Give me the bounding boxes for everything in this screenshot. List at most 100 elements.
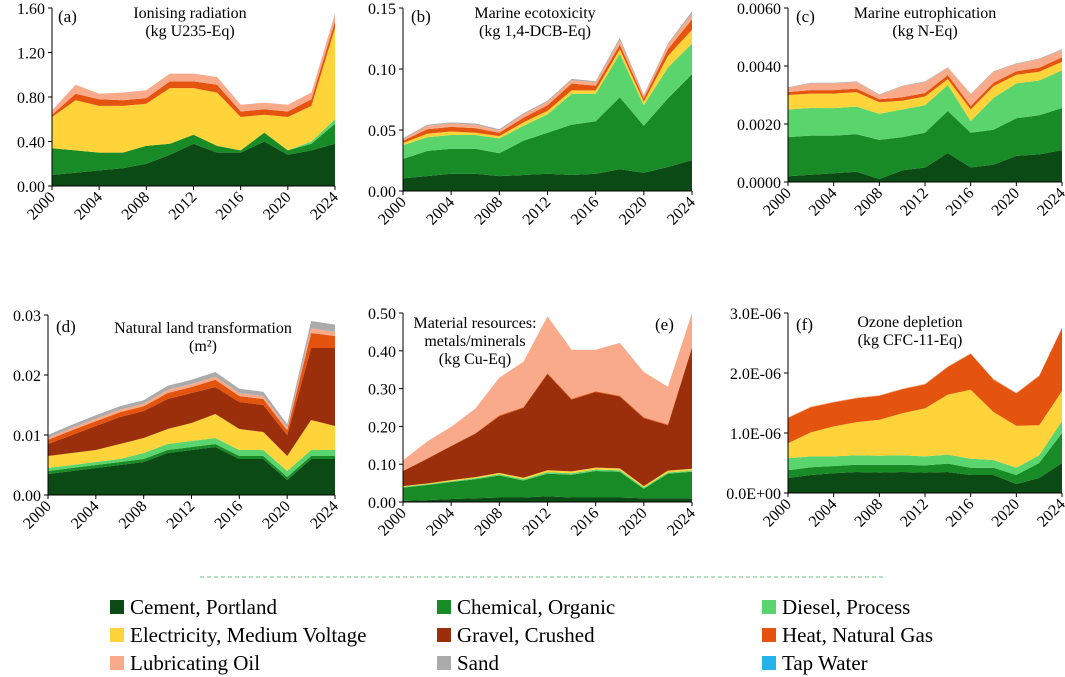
panel-title-f: Ozone depletion [857, 314, 962, 331]
area-e-electricity [403, 467, 692, 488]
x-tick-label-e: 2024 [664, 505, 699, 540]
legend-label-tap: Tap Water [782, 651, 868, 675]
legend-item-tap: Tap Water [762, 649, 868, 677]
y-tick-label-f: 1.0E-06 [730, 426, 781, 443]
y-tick-label-f: 3.0E-06 [730, 306, 781, 323]
legend-item-diesel: Diesel, Process [762, 593, 910, 621]
y-tick-label-d: 0.01 [13, 428, 41, 445]
x-tick-label-a: 2024 [307, 189, 342, 224]
legend-label-lube: Lubricating Oil [130, 651, 261, 675]
y-tick-label-d: 0.02 [13, 368, 41, 385]
area-f-chemical [788, 433, 1062, 484]
area-a-chemical [52, 123, 335, 175]
legend-swatch-tap [762, 656, 776, 670]
area-f-heat [788, 328, 1062, 444]
area-d-heat [48, 333, 335, 444]
y-tick-label-d: 0.03 [13, 308, 41, 325]
y-tick-label-b: 0.05 [368, 123, 396, 140]
legend-label-gravel: Gravel, Crushed [457, 623, 595, 647]
x-tick-label-c: 2004 [806, 185, 841, 220]
area-c-electricity [788, 61, 1062, 122]
panel-title-c: (kg N-Eq) [892, 23, 957, 40]
y-tick-label-b: 0.10 [368, 62, 396, 79]
x-tick-label-a: 2004 [71, 189, 106, 224]
area-b-heat [403, 19, 692, 143]
panel-title-d: (m²) [189, 338, 217, 355]
y-tick-label-c: 0.0040 [737, 59, 781, 76]
legend-swatch-sand [437, 656, 451, 670]
panel-title-f: (kg CFC-11-Eq) [858, 332, 963, 349]
area-b-cement [403, 160, 692, 191]
panel-title-b: Marine ecotoxicity [474, 5, 595, 22]
legend-swatch-gravel [437, 628, 451, 642]
y-tick-label-b: 0.15 [368, 1, 396, 18]
area-f-cement [788, 463, 1062, 493]
y-tick-label-e: 0.00 [368, 495, 396, 512]
legend-item-sand: Sand [437, 649, 499, 677]
y-tick-label-a: 0.40 [17, 135, 45, 152]
area-f-diesel [788, 421, 1062, 475]
area-a-cement [52, 141, 335, 186]
x-tick-label-a: 2008 [119, 189, 154, 224]
panel-title-e: Material resources: [413, 315, 536, 332]
x-tick-label-c: 2024 [1034, 185, 1065, 220]
panel-title-d: Natural land transformation [114, 320, 292, 337]
panel-title-e: (kg Cu-Eq) [439, 351, 511, 368]
legend-swatch-diesel [762, 600, 776, 614]
x-tick-label-b: 2004 [423, 194, 458, 229]
area-d-gravel [48, 348, 335, 456]
x-tick-label-b: 2008 [472, 194, 507, 229]
y-tick-label-e: 0.50 [368, 306, 396, 323]
x-tick-label-d: 2016 [212, 498, 247, 533]
x-tick-label-a: 2020 [260, 189, 295, 224]
area-c-cement [788, 150, 1062, 182]
legend-label-diesel: Diesel, Process [782, 595, 911, 619]
area-e-heat [403, 347, 692, 471]
area-e-gravel [403, 347, 692, 487]
x-tick-label-c: 2012 [897, 185, 932, 220]
area-c-diesel [788, 70, 1062, 140]
y-tick-label-f: 0.0E+00 [726, 486, 781, 503]
legend-label-chemical: Chemical, Organic [457, 595, 616, 619]
x-tick-label-a: 2016 [213, 189, 248, 224]
panel-tag-a: (a) [58, 7, 77, 26]
x-tick-label-f: 2016 [943, 496, 978, 531]
x-tick-label-e: 2012 [520, 505, 555, 540]
legend-item-heat: Heat, Natural Gas [762, 621, 933, 649]
area-a-heat [52, 21, 335, 117]
y-tick-label-a: 0.80 [17, 90, 45, 107]
x-tick-label-d: 2024 [307, 498, 342, 533]
legend-label-heat: Heat, Natural Gas [782, 623, 934, 647]
y-tick-label-a: 1.60 [17, 1, 45, 18]
x-tick-label-c: 2008 [852, 185, 887, 220]
legend-swatch-cement [110, 600, 124, 614]
legend-swatch-heat [762, 628, 776, 642]
panel-tag-d: (d) [56, 317, 76, 336]
legend-label-sand: Sand [457, 651, 499, 675]
panel-title-e: metals/minerals [424, 333, 525, 350]
y-tick-label-e: 0.30 [368, 382, 396, 399]
x-tick-label-d: 2020 [259, 498, 294, 533]
legend-label-electricity: Electricity, Medium Voltage [130, 623, 367, 647]
area-b-electricity [403, 29, 692, 146]
x-tick-label-b: 2016 [568, 194, 603, 229]
area-a-electricity [52, 28, 335, 153]
legend-label-cement: Cement, Portland [130, 595, 277, 619]
x-tick-label-b: 2020 [616, 194, 651, 229]
area-d-sand [48, 321, 335, 438]
area-b-lube [403, 13, 692, 141]
area-e-diesel [403, 469, 692, 489]
area-f-electricity [788, 389, 1062, 468]
x-tick-label-f: 2012 [897, 496, 932, 531]
x-tick-label-d: 2008 [116, 498, 151, 533]
x-tick-label-c: 2016 [943, 185, 978, 220]
legend-item-lube: Lubricating Oil [110, 649, 260, 677]
x-tick-label-d: 2004 [68, 498, 103, 533]
x-tick-label-e: 2016 [568, 505, 603, 540]
y-tick-label-c: 0.0000 [737, 175, 781, 192]
legend-swatch-lube [110, 656, 124, 670]
area-d-diesel [48, 438, 335, 477]
